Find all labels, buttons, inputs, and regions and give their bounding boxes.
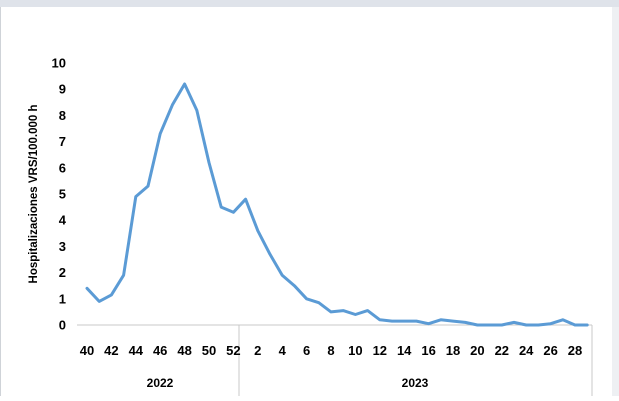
x-tick-label: 44 <box>129 343 144 358</box>
x-tick-label: 2 <box>254 343 261 358</box>
series-layer <box>87 84 587 325</box>
x-tick-label: 22 <box>495 343 509 358</box>
x-tick-label: 50 <box>202 343 216 358</box>
x-tick-label: 24 <box>519 343 534 358</box>
x-tick-label: 46 <box>153 343 167 358</box>
x-tick-label: 26 <box>543 343 557 358</box>
x-tick-label: 52 <box>226 343 240 358</box>
x-tick-label: 40 <box>80 343 94 358</box>
y-tick-label: 2 <box>59 265 66 280</box>
y-tick-label: 7 <box>59 134 66 149</box>
x-tick-label: 48 <box>177 343 191 358</box>
x-tick-label: 4 <box>279 343 287 358</box>
series-line <box>87 84 587 325</box>
x-tick-label: 18 <box>446 343 460 358</box>
x-tick-label: 6 <box>303 343 310 358</box>
year-label-2023: 2023 <box>402 376 429 390</box>
x-tick-label: 12 <box>373 343 387 358</box>
y-tick-label: 4 <box>59 213 67 228</box>
y-tick-label: 3 <box>59 239 66 254</box>
x-tick-label: 42 <box>104 343 118 358</box>
y-axis-ticks: 0 1 2 3 4 5 6 7 8 9 10 <box>52 56 67 333</box>
y-tick-label: 10 <box>52 56 66 71</box>
x-tick-label: 16 <box>421 343 435 358</box>
x-tick-label: 20 <box>470 343 484 358</box>
y-tick-label: 6 <box>59 160 66 175</box>
x-tick-label: 28 <box>568 343 582 358</box>
y-axis-label: Hospitalizaciones VRS/100.000 h <box>28 105 40 284</box>
y-tick-label: 5 <box>59 187 66 202</box>
y-tick-label: 8 <box>59 108 66 123</box>
x-tick-label: 8 <box>327 343 334 358</box>
y-tick-label: 0 <box>59 318 66 333</box>
x-tick-label: 10 <box>348 343 362 358</box>
y-tick-label: 1 <box>59 291 66 306</box>
year-label-2022: 2022 <box>147 376 174 390</box>
x-tick-label: 14 <box>397 343 412 358</box>
y-tick-label: 9 <box>59 82 66 97</box>
